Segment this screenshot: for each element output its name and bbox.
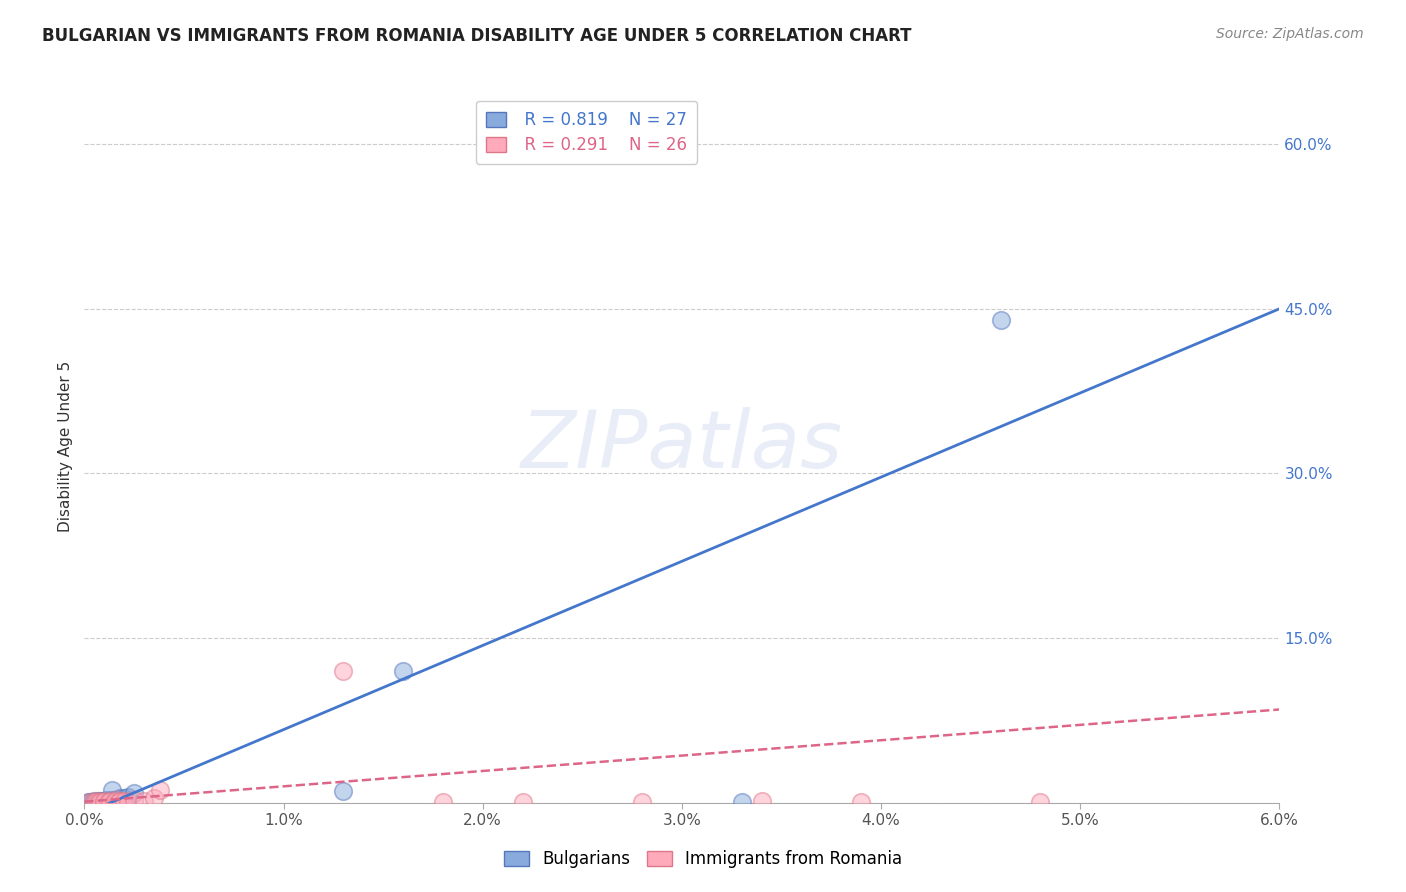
Text: Source: ZipAtlas.com: Source: ZipAtlas.com <box>1216 27 1364 41</box>
Point <box>87 794 110 808</box>
Legend: Bulgarians, Immigrants from Romania: Bulgarians, Immigrants from Romania <box>498 844 908 875</box>
Point <box>93 794 115 808</box>
Point <box>110 791 132 805</box>
Point <box>98 792 121 806</box>
Point <box>332 664 354 678</box>
Point <box>110 794 132 808</box>
Point <box>87 795 110 809</box>
Point <box>89 795 111 809</box>
Point <box>105 792 128 806</box>
Point <box>77 795 100 809</box>
Point <box>117 790 139 805</box>
Point <box>103 795 125 809</box>
Legend:   R = 0.819    N = 27,   R = 0.291    N = 26: R = 0.819 N = 27, R = 0.291 N = 26 <box>475 101 697 164</box>
Point <box>132 794 156 808</box>
Point <box>83 795 105 809</box>
Point <box>89 795 111 809</box>
Point <box>82 795 104 809</box>
Point <box>97 795 120 809</box>
Point <box>103 792 125 806</box>
Point <box>149 782 172 797</box>
Point <box>117 795 139 809</box>
Text: ZIPatlas: ZIPatlas <box>520 407 844 485</box>
Point <box>122 792 145 806</box>
Point <box>122 786 145 800</box>
Point <box>751 794 773 808</box>
Point <box>332 783 354 797</box>
Y-axis label: Disability Age Under 5: Disability Age Under 5 <box>58 360 73 532</box>
Text: BULGARIAN VS IMMIGRANTS FROM ROMANIA DISABILITY AGE UNDER 5 CORRELATION CHART: BULGARIAN VS IMMIGRANTS FROM ROMANIA DIS… <box>42 27 911 45</box>
Point <box>143 791 166 805</box>
Point <box>96 792 118 806</box>
Point <box>97 794 120 808</box>
Point <box>93 794 115 808</box>
Point <box>89 794 111 808</box>
Point <box>731 795 754 809</box>
Point <box>83 795 105 809</box>
Point <box>79 795 101 809</box>
Point <box>87 795 110 809</box>
Point <box>512 795 534 809</box>
Point <box>79 795 101 809</box>
Point <box>86 794 108 808</box>
Point <box>112 794 135 808</box>
Point <box>1029 795 1052 809</box>
Point <box>86 795 108 809</box>
Point <box>105 794 128 808</box>
Point <box>93 795 115 809</box>
Point <box>112 791 135 805</box>
Point <box>93 795 115 809</box>
Point <box>631 795 654 809</box>
Point <box>107 795 129 809</box>
Point <box>98 794 121 808</box>
Point <box>91 795 114 809</box>
Point <box>432 795 454 809</box>
Point <box>392 664 415 678</box>
Point <box>990 312 1012 326</box>
Point <box>851 795 873 809</box>
Point <box>101 782 124 797</box>
Point <box>83 794 105 808</box>
